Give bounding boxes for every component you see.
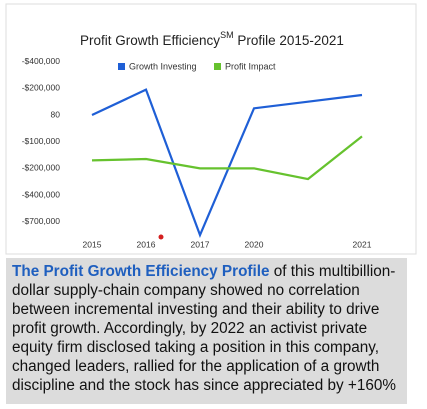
- y-tick-label: -$200,000: [22, 83, 61, 93]
- y-tick-label: -$700,000: [22, 216, 61, 226]
- y-tick-label: 80: [51, 109, 61, 119]
- x-tick-label: 2016: [137, 239, 156, 249]
- series-line: [91, 135, 363, 181]
- chart-frame: [5, 3, 417, 255]
- legend-label: Profit Impact: [225, 61, 276, 71]
- legend-swatch: [118, 63, 125, 70]
- legend-swatch: [214, 63, 221, 70]
- x-tick-label: 2017: [191, 239, 210, 249]
- caption-highlight: The Profit Growth Efficiency Profile: [12, 263, 270, 280]
- chart: Profit Growth EfficiencySM Profile 2015-…: [5, 3, 417, 255]
- title-main: Profit Growth Efficiency: [80, 33, 220, 48]
- y-tick-label: -$200,000: [22, 163, 61, 173]
- x-tick-label: 2020: [245, 239, 264, 249]
- caption-text: of this multibillion-dollar supply-chain…: [12, 263, 396, 394]
- marker-dot: [158, 234, 164, 240]
- title-end: Profile 2015-2021: [234, 33, 344, 48]
- title-superscript: SM: [220, 30, 234, 40]
- x-tick-label: 2021: [353, 239, 372, 249]
- y-tick-label: -$100,000: [22, 136, 61, 146]
- chart-title: Profit Growth EfficiencySM Profile 2015-…: [80, 30, 344, 47]
- y-tick-label: -$400,000: [22, 56, 61, 66]
- y-tick-label: -$400,000: [22, 189, 61, 199]
- x-tick-label: 2015: [83, 239, 102, 249]
- caption: The Profit Growth Efficiency Profile of …: [6, 258, 407, 404]
- series-line: [91, 88, 363, 239]
- legend-label: Growth Investing: [129, 61, 197, 71]
